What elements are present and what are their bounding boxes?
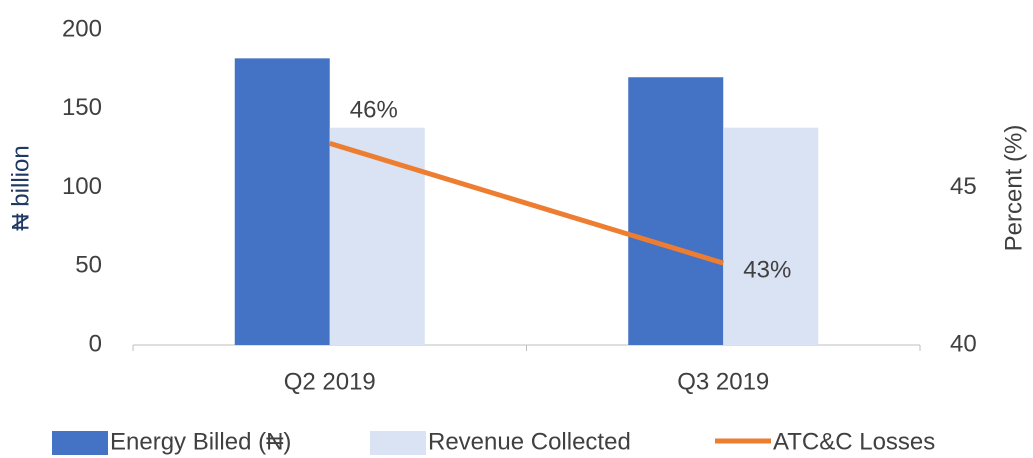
y2-tick-label: 40 — [950, 330, 977, 357]
bar — [234, 58, 330, 345]
y-tick-label: 150 — [62, 94, 102, 121]
y2-tick-label: 45 — [950, 173, 977, 200]
legend-label: Revenue Collected — [428, 428, 631, 455]
y-tick-label: 100 — [62, 173, 102, 200]
y-tick-label: 200 — [62, 15, 102, 42]
legend-label: Energy Billed (₦) — [110, 428, 291, 455]
y-axis-title: ₦ billion — [7, 145, 34, 230]
legend-swatch — [52, 431, 108, 455]
line-series — [329, 141, 724, 266]
y2-axis-title: Percent (%) — [1000, 125, 1027, 252]
legend-swatch — [370, 431, 426, 455]
bar — [329, 127, 425, 346]
bar — [628, 77, 724, 345]
y-tick-label: 0 — [89, 330, 102, 357]
bar — [723, 127, 819, 346]
data-label: 43% — [743, 256, 791, 283]
x-tick-label: Q3 2019 — [677, 368, 769, 395]
legend-label: ATC&C Losses — [773, 428, 935, 455]
x-tick-label: Q2 2019 — [284, 368, 376, 395]
y-tick-label: 50 — [75, 252, 102, 279]
data-label: 46% — [350, 97, 398, 124]
